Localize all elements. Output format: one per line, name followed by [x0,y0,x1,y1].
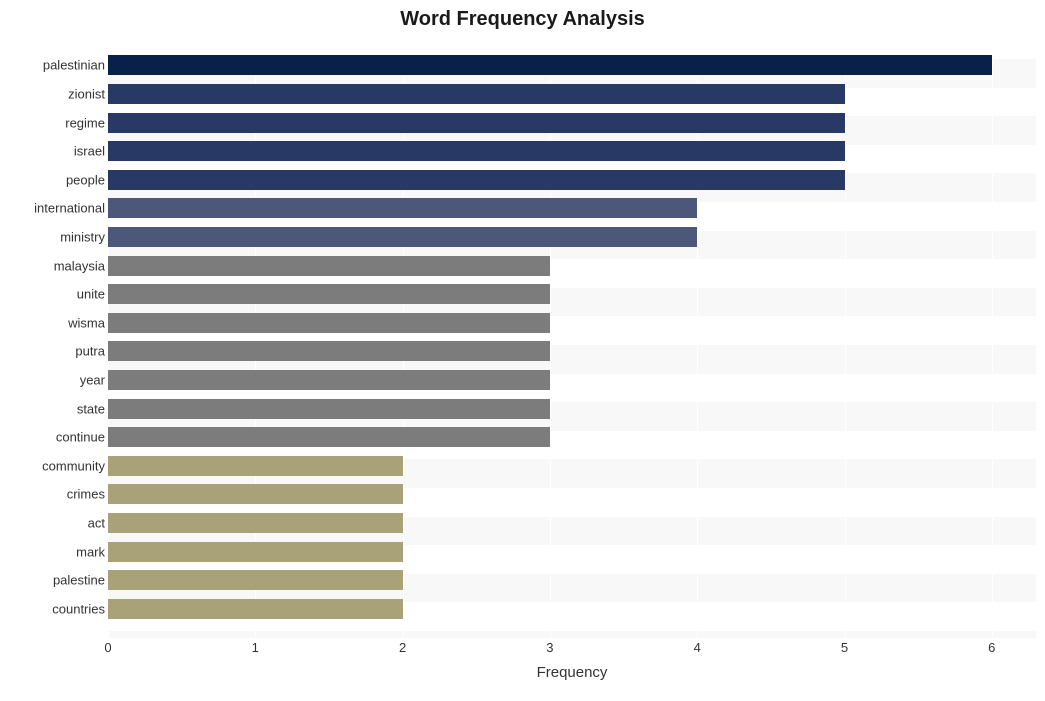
y-tick-label: palestinian [5,58,105,73]
x-tick-label: 2 [399,640,406,655]
y-tick-label: zionist [5,86,105,101]
bar [108,341,550,361]
y-tick-label: regime [5,115,105,130]
bar [108,542,403,562]
y-tick-label: crimes [5,487,105,502]
x-tick-label: 1 [252,640,259,655]
bar [108,170,845,190]
y-tick-label: malaysia [5,258,105,273]
grid-vline [992,36,993,638]
x-tick-label: 3 [546,640,553,655]
bar [108,256,550,276]
bar [108,484,403,504]
bar [108,313,550,333]
bar [108,570,403,590]
plot-area [108,36,1036,638]
bar [108,84,845,104]
bar [108,427,550,447]
x-tick-label: 4 [694,640,701,655]
y-tick-label: people [5,172,105,187]
y-tick-label: continue [5,430,105,445]
bar [108,513,403,533]
y-tick-label: year [5,372,105,387]
x-tick-label: 6 [988,640,995,655]
x-tick-label: 5 [841,640,848,655]
y-tick-label: palestine [5,573,105,588]
y-tick-label: mark [5,544,105,559]
bar [108,227,697,247]
bar [108,456,403,476]
bar [108,198,697,218]
y-tick-label: israel [5,144,105,159]
x-tick-label: 0 [104,640,111,655]
x-axis-label: Frequency [108,664,1036,681]
y-tick-label: wisma [5,315,105,330]
bar [108,141,845,161]
y-tick-label: international [5,201,105,216]
bar [108,399,550,419]
chart-container: Word Frequency Analysis Frequency palest… [0,0,1045,701]
y-tick-label: putra [5,344,105,359]
y-tick-label: ministry [5,229,105,244]
bar [108,113,845,133]
y-tick-label: community [5,458,105,473]
y-tick-label: state [5,401,105,416]
bar [108,284,550,304]
y-tick-label: countries [5,601,105,616]
grid-vline [845,36,846,638]
bar [108,599,403,619]
bar [108,55,992,75]
chart-title: Word Frequency Analysis [0,0,1045,37]
y-tick-label: unite [5,287,105,302]
bar [108,370,550,390]
y-tick-label: act [5,515,105,530]
